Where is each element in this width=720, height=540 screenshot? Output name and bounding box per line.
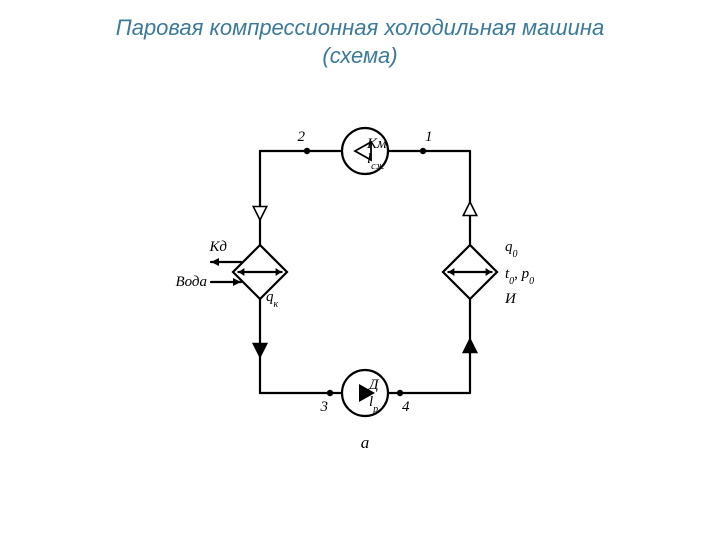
svg-text:Д: Д (367, 377, 380, 393)
svg-text:q0: q0 (505, 239, 518, 260)
svg-text:И: И (504, 291, 517, 307)
svg-text:4: 4 (402, 399, 410, 415)
svg-text:Км: Км (366, 136, 387, 152)
title-line-1: Паровая компрессионная холодильная машин… (0, 14, 720, 42)
svg-text:t0, p0: t0, p0 (505, 266, 534, 287)
svg-text:1: 1 (425, 129, 433, 145)
svg-text:2: 2 (298, 129, 306, 145)
svg-text:3: 3 (320, 399, 329, 415)
svg-text:qк: qк (266, 289, 279, 310)
title-line-2: (схема) (0, 42, 720, 70)
diagram-container: КмlсжДlрКдqкВодаq0t0, p0И1234а (0, 103, 720, 483)
page-title: Паровая компрессионная холодильная машин… (0, 0, 720, 69)
svg-text:Вода: Вода (175, 274, 207, 290)
refrigeration-schematic: КмlсжДlрКдqкВодаq0t0, p0И1234а (170, 103, 550, 483)
svg-text:а: а (361, 433, 370, 452)
svg-text:Кд: Кд (208, 239, 227, 255)
